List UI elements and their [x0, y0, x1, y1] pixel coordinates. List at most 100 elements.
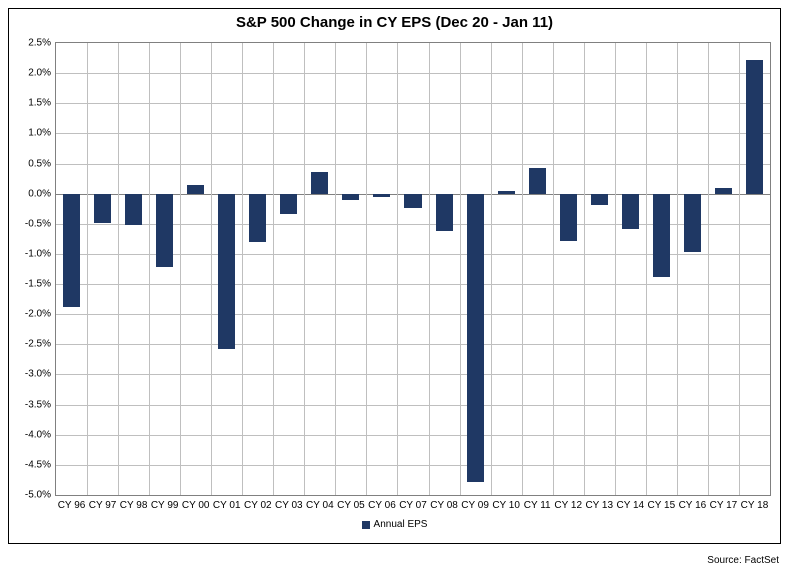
- legend-swatch: [362, 521, 370, 529]
- x-axis-tick-label: CY 09: [461, 500, 489, 511]
- x-axis-tick-label: CY 18: [741, 500, 769, 511]
- x-axis-tick-label: CY 08: [430, 500, 458, 511]
- bar: [653, 194, 670, 277]
- bar: [529, 168, 546, 193]
- bar: [684, 194, 701, 252]
- x-axis-tick-label: CY 01: [213, 500, 241, 511]
- x-axis-tick-label: CY 12: [554, 500, 582, 511]
- y-axis-tick-label: -0.5%: [7, 218, 51, 229]
- category-separator: [584, 43, 585, 495]
- bar: [63, 194, 80, 307]
- bar: [125, 194, 142, 225]
- category-separator: [522, 43, 523, 495]
- grid-line: [56, 133, 770, 134]
- y-axis-tick-label: -2.5%: [7, 339, 51, 350]
- category-separator: [615, 43, 616, 495]
- bar: [249, 194, 266, 242]
- x-axis-tick-label: CY 15: [648, 500, 676, 511]
- x-axis-tick-label: CY 05: [337, 500, 365, 511]
- x-axis-tick-label: CY 97: [89, 500, 117, 511]
- x-axis-tick-label: CY 98: [120, 500, 148, 511]
- category-separator: [677, 43, 678, 495]
- x-axis-tick-label: CY 06: [368, 500, 396, 511]
- y-axis-tick-label: 2.5%: [7, 38, 51, 49]
- x-axis-tick-label: CY 02: [244, 500, 272, 511]
- category-separator: [304, 43, 305, 495]
- x-axis-tick-label: CY 10: [492, 500, 520, 511]
- bar: [591, 194, 608, 205]
- grid-line: [56, 103, 770, 104]
- bar: [156, 194, 173, 268]
- bar: [280, 194, 297, 214]
- category-separator: [87, 43, 88, 495]
- y-axis-tick-label: -4.5%: [7, 459, 51, 470]
- y-axis-tick-label: -3.0%: [7, 369, 51, 380]
- category-separator: [397, 43, 398, 495]
- bar: [715, 188, 732, 194]
- plot-area: [55, 42, 771, 496]
- category-separator: [646, 43, 647, 495]
- source-text: Source: FactSet: [707, 555, 779, 566]
- bar: [560, 194, 577, 241]
- y-axis-tick-label: 2.0%: [7, 68, 51, 79]
- grid-line: [56, 435, 770, 436]
- grid-line: [56, 344, 770, 345]
- category-separator: [739, 43, 740, 495]
- category-separator: [366, 43, 367, 495]
- bar: [94, 194, 111, 223]
- bar: [342, 194, 359, 200]
- grid-line: [56, 405, 770, 406]
- category-separator: [491, 43, 492, 495]
- y-axis-tick-label: 1.0%: [7, 128, 51, 139]
- x-axis-tick-label: CY 00: [182, 500, 210, 511]
- grid-line: [56, 465, 770, 466]
- category-separator: [242, 43, 243, 495]
- x-axis-tick-label: CY 96: [58, 500, 86, 511]
- category-separator: [149, 43, 150, 495]
- grid-line: [56, 374, 770, 375]
- y-axis-tick-label: 1.5%: [7, 98, 51, 109]
- x-axis-tick-label: CY 17: [710, 500, 738, 511]
- category-separator: [460, 43, 461, 495]
- x-axis-tick-label: CY 16: [679, 500, 707, 511]
- bar: [404, 194, 421, 208]
- y-axis-tick-label: 0.5%: [7, 158, 51, 169]
- bar: [622, 194, 639, 229]
- grid-line: [56, 284, 770, 285]
- legend-label: Annual EPS: [374, 519, 428, 530]
- category-separator: [335, 43, 336, 495]
- x-axis-tick-label: CY 99: [151, 500, 179, 511]
- bar: [746, 60, 763, 194]
- category-separator: [211, 43, 212, 495]
- category-separator: [273, 43, 274, 495]
- category-separator: [180, 43, 181, 495]
- grid-line: [56, 73, 770, 74]
- y-axis-tick-label: -1.0%: [7, 248, 51, 259]
- grid-line: [56, 314, 770, 315]
- grid-line: [56, 164, 770, 165]
- y-axis-tick-label: -4.0%: [7, 429, 51, 440]
- category-separator: [708, 43, 709, 495]
- x-axis-tick-label: CY 07: [399, 500, 427, 511]
- x-axis-tick-label: CY 03: [275, 500, 303, 511]
- chart-title: S&P 500 Change in CY EPS (Dec 20 - Jan 1…: [0, 14, 789, 31]
- x-axis-tick-label: CY 14: [616, 500, 644, 511]
- y-axis-tick-label: -3.5%: [7, 399, 51, 410]
- bar: [218, 194, 235, 349]
- x-axis-tick-label: CY 04: [306, 500, 334, 511]
- bar: [498, 191, 515, 193]
- y-axis-tick-label: -1.5%: [7, 279, 51, 290]
- y-axis-tick-label: -2.0%: [7, 309, 51, 320]
- bar: [467, 194, 484, 482]
- category-separator: [118, 43, 119, 495]
- x-axis-tick-label: CY 13: [585, 500, 613, 511]
- bar: [187, 185, 204, 193]
- x-axis-tick-label: CY 11: [524, 500, 551, 511]
- bar: [436, 194, 453, 231]
- y-axis-tick-label: 0.0%: [7, 188, 51, 199]
- category-separator: [553, 43, 554, 495]
- category-separator: [429, 43, 430, 495]
- bar: [373, 194, 390, 198]
- bar: [311, 172, 328, 194]
- legend: Annual EPS: [0, 519, 789, 532]
